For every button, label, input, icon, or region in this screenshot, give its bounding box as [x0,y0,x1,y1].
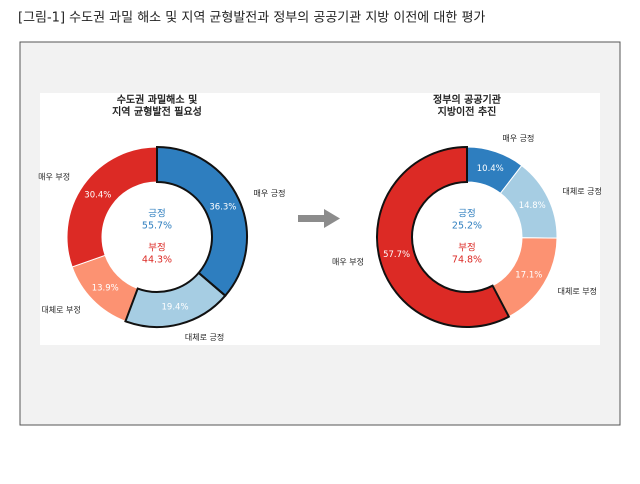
value-label: 36.3% [209,202,236,212]
center-value: 44.3% [142,255,172,266]
category-label: 대체로 긍정 [185,332,224,342]
center-label: 부정 [458,243,475,254]
value-label: 30.4% [84,191,111,201]
category-label: 대체로 긍정 [563,186,602,196]
center-value: 25.2% [452,221,482,232]
chart-title: 수도권 과밀해소 및 [117,93,198,106]
category-label: 매우 부정 [332,256,364,266]
slice-outline [124,271,227,328]
center-value: 74.8% [452,255,482,266]
category-label: 매우 긍정 [254,188,286,198]
value-label: 57.7% [383,250,410,260]
slice-outline [376,145,511,328]
category-label: 대체로 부정 [558,286,597,296]
value-label: 10.4% [477,164,504,174]
category-label: 매우 긍정 [502,133,534,143]
chart-title: 지방이전 추진 [438,105,497,118]
chart-title: 정부의 공공기관 [433,93,502,106]
category-label: 매우 부정 [38,171,70,181]
value-label: 19.4% [162,303,189,313]
category-label: 대체로 부정 [41,304,80,314]
donut-slice [66,146,158,268]
center-label: 부정 [148,243,165,254]
caption: [그림-1] 수도권 과밀 해소 및 지역 균형발전과 정부의 공공기관 지방 … [18,11,485,26]
chart-title: 지역 균형발전 필요성 [112,105,202,118]
center-value: 55.7% [142,221,172,232]
center-label: 긍정 [148,209,165,220]
slice-outline [156,145,248,298]
value-label: 13.9% [92,283,119,293]
value-label: 14.8% [519,201,546,211]
arrow [298,209,340,228]
center-label: 긍정 [458,209,475,220]
value-label: 17.1% [515,270,542,280]
